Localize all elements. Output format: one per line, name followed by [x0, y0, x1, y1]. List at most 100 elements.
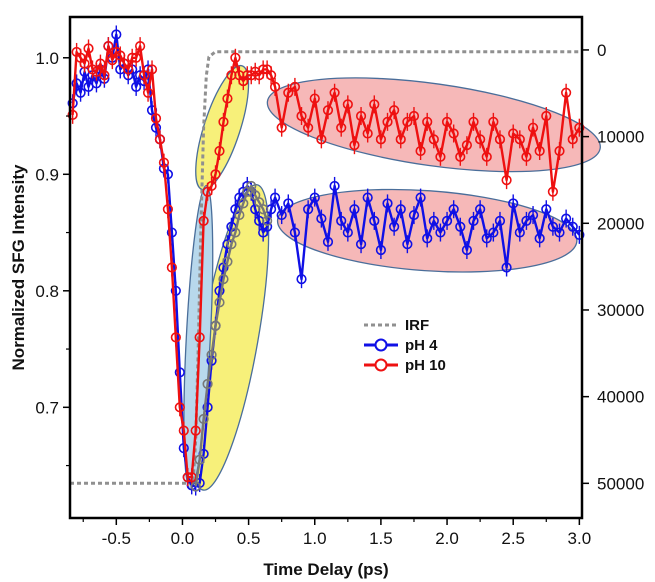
data-point-ph10 [382, 116, 393, 127]
data-point-ph10 [375, 134, 387, 145]
data-point-ph4 [111, 29, 122, 40]
data-point-ph10 [146, 64, 158, 75]
data-point-ph4 [355, 239, 367, 250]
data-point-ph10 [198, 215, 209, 226]
data-point-ph10 [99, 70, 110, 81]
data-point-ph10 [316, 134, 327, 145]
data-point-ph4 [514, 227, 525, 238]
x-tick-label: 1.5 [369, 529, 393, 548]
data-point-ph10 [131, 52, 142, 63]
data-point-rise [202, 378, 213, 390]
data-point-ph10 [174, 402, 185, 413]
data-point-ph4 [561, 213, 572, 224]
data-point-ph10 [194, 332, 205, 343]
data-point-ph10 [309, 93, 320, 104]
data-point-ph10 [355, 110, 367, 122]
legend: IRF pH 4 pH 10 [364, 317, 446, 374]
data-point-ph10 [521, 151, 532, 162]
data-point-ph10 [567, 134, 578, 145]
legend-irf-label: IRF [405, 317, 429, 334]
data-point-ph4 [475, 204, 486, 215]
data-point-ph10 [158, 157, 170, 168]
y-axis-label: Normalized SFG Intensity [9, 164, 28, 370]
data-point-ph10 [150, 113, 162, 124]
data-point-rise [190, 481, 201, 492]
y-tick-label: 0.8 [35, 282, 59, 301]
data-point-rise [262, 215, 273, 226]
data-point-ph4 [481, 233, 492, 244]
data-point-ph4 [322, 236, 334, 247]
series-line-rise [194, 184, 269, 487]
data-point-ph10 [508, 128, 519, 139]
data-point-ph10 [178, 425, 189, 436]
data-point-ph10 [336, 122, 347, 133]
data-point-ph10 [206, 180, 217, 192]
data-point-ph4 [329, 180, 340, 192]
legend-ph4-marker [374, 338, 388, 352]
highlight-ellipse-ph10 [266, 77, 601, 173]
data-point-rise [218, 274, 229, 285]
legend-ph4-label: pH 4 [405, 337, 438, 354]
data-point-ph4 [162, 169, 174, 180]
data-point-ph10 [162, 204, 174, 215]
data-point-rise [246, 180, 257, 192]
data-point-ph10 [95, 58, 106, 69]
plot-frame [68, 15, 584, 520]
data-point-ph4 [508, 198, 519, 209]
data-point-rise [198, 413, 209, 425]
data-point-ph10 [222, 93, 233, 104]
data-point-ph10 [428, 134, 439, 145]
data-point-ph4 [349, 204, 360, 215]
data-point-ph10 [475, 134, 486, 145]
data-point-ph4 [362, 192, 373, 203]
series-line-irf [70, 50, 580, 485]
x-tick-label: 0.0 [171, 529, 195, 548]
data-point-ph10 [408, 110, 420, 122]
x-tick-label: 1.0 [303, 529, 327, 548]
data-point-ph10 [501, 175, 512, 186]
data-point-ph4 [166, 227, 177, 238]
data-point-ph10 [541, 110, 552, 122]
data-point-ph4 [574, 229, 585, 240]
data-point-rise [194, 454, 205, 465]
data-point-ph10 [574, 122, 585, 133]
data-point-ph4 [428, 215, 439, 226]
data-point-ph4 [289, 227, 301, 238]
data-point-ph4 [174, 367, 185, 378]
data-point-ph10 [369, 99, 380, 110]
data-point-ph10 [289, 81, 301, 93]
data-point-ph4 [501, 262, 512, 273]
data-point-ph4 [534, 233, 545, 244]
y2-tick-label: 40000 [597, 388, 644, 407]
data-point-ph4 [269, 192, 281, 203]
data-point-rise [206, 349, 217, 360]
data-point-ph4 [276, 209, 287, 221]
data-point-ph10 [166, 262, 177, 273]
data-point-ph10 [395, 134, 406, 145]
data-point-ph10 [441, 116, 453, 127]
data-point-ph10 [342, 99, 353, 110]
data-point-ph10 [218, 116, 229, 127]
data-point-ph10 [402, 116, 413, 127]
data-point-ph10 [276, 122, 287, 133]
data-point-ph10 [514, 134, 525, 145]
data-point-ph4 [375, 244, 387, 256]
x-tick-label: 3.0 [568, 529, 592, 548]
data-point-ph10 [142, 87, 154, 98]
data-point-ph4 [527, 209, 539, 221]
data-point-rise [258, 204, 269, 215]
data-point-ph4 [488, 227, 499, 238]
data-point-ph10 [481, 151, 492, 162]
plot-area [67, 25, 585, 496]
x-axis-label: Time Delay (ps) [263, 560, 388, 579]
data-point-ph4 [408, 209, 420, 221]
data-point-ph4 [435, 227, 446, 238]
data-point-rise [234, 209, 245, 221]
data-point-ph4 [262, 221, 273, 232]
data-point-ph4 [309, 192, 320, 203]
data-point-ph10 [329, 87, 340, 98]
data-point-ph10 [494, 134, 506, 145]
data-point-ph4 [71, 78, 82, 89]
data-point-ph4 [336, 215, 347, 226]
data-point-rise [214, 297, 225, 308]
